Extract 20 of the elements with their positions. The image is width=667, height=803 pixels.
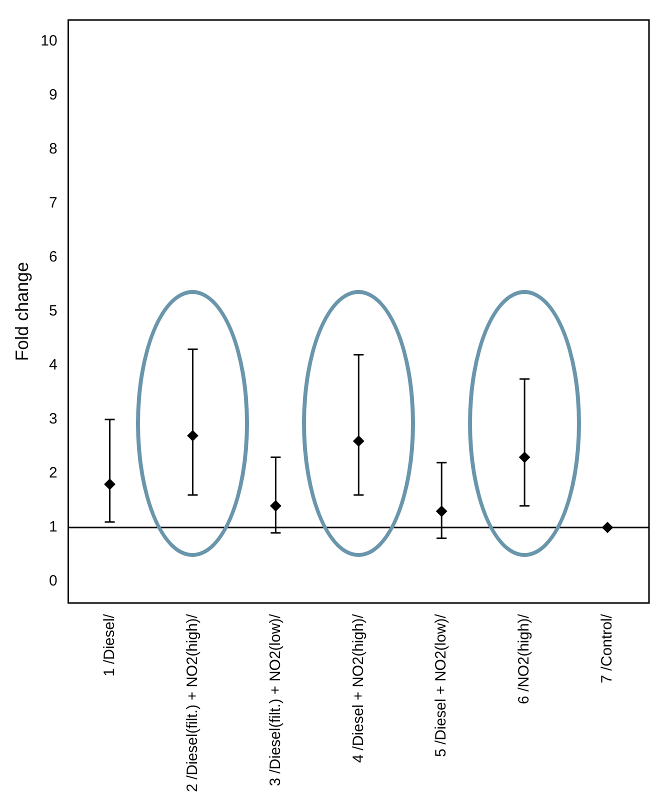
x-tick-label: 2 /Diesel(filt.) + NO2(high)/ bbox=[184, 613, 201, 792]
y-tick-label: 1 bbox=[48, 518, 58, 536]
x-tick-label: 6 /NO2(high)/ bbox=[516, 613, 533, 704]
y-tick-label: 8 bbox=[48, 140, 58, 158]
y-axis-title: Fold change bbox=[12, 262, 32, 362]
y-tick-label: 5 bbox=[48, 302, 58, 320]
x-tick-label: 3 /Diesel(filt.) + NO2(low)/ bbox=[266, 613, 284, 786]
x-tick-label: 7 /Control/ bbox=[598, 613, 616, 684]
x-tick-label: 5 /Diesel + NO2(low)/ bbox=[432, 613, 450, 757]
y-tick-label: 4 bbox=[48, 356, 58, 374]
y-tick-label: 2 bbox=[48, 464, 58, 482]
y-tick-label: 3 bbox=[48, 410, 58, 428]
y-tick-label: 9 bbox=[48, 86, 58, 104]
x-tick-label: 1 /Diesel/ bbox=[100, 613, 118, 677]
point bbox=[602, 522, 614, 533]
y-tick-label: 10 bbox=[40, 32, 58, 50]
x-tick-label: 4 /Diesel + NO2(high)/ bbox=[350, 613, 367, 763]
y-tick-label: 7 bbox=[48, 194, 58, 212]
y-tick-label: 6 bbox=[48, 248, 58, 266]
y-tick-label: 0 bbox=[48, 572, 58, 590]
